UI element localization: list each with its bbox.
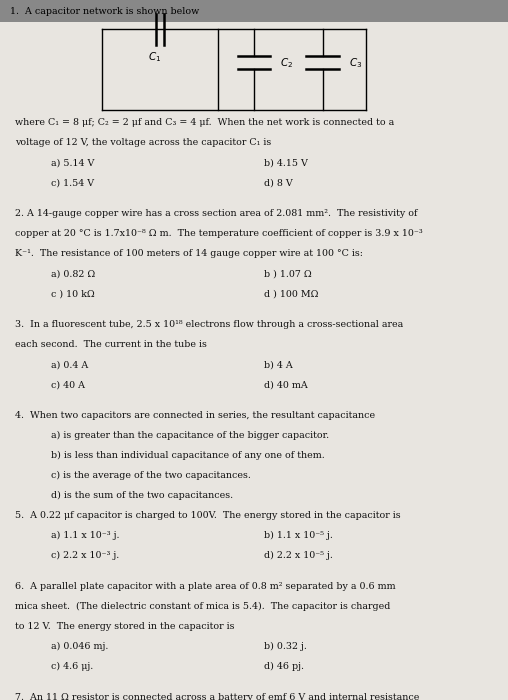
Text: d) 8 V: d) 8 V (264, 178, 293, 187)
Text: b) 4.15 V: b) 4.15 V (264, 158, 308, 167)
Text: c) 4.6 μj.: c) 4.6 μj. (51, 662, 93, 671)
Text: d) 2.2 x 10⁻⁵ j.: d) 2.2 x 10⁻⁵ j. (264, 551, 333, 560)
Text: a) 0.046 mj.: a) 0.046 mj. (51, 642, 108, 651)
Text: d) 40 mA: d) 40 mA (264, 380, 308, 389)
Text: a) 1.1 x 10⁻³ j.: a) 1.1 x 10⁻³ j. (51, 531, 119, 540)
Text: b) 1.1 x 10⁻⁵ j.: b) 1.1 x 10⁻⁵ j. (264, 531, 333, 540)
Text: a) is greater than the capacitance of the bigger capacitor.: a) is greater than the capacitance of th… (51, 431, 329, 440)
Text: d ) 100 MΩ: d ) 100 MΩ (264, 289, 319, 298)
Text: a) 0.4 A: a) 0.4 A (51, 360, 88, 369)
Text: mica sheet.  (The dielectric constant of mica is 5.4).  The capacitor is charged: mica sheet. (The dielectric constant of … (15, 602, 391, 611)
Text: a) 0.82 Ω: a) 0.82 Ω (51, 269, 95, 278)
Text: 1.  A capacitor network is shown below: 1. A capacitor network is shown below (10, 7, 200, 15)
Text: b) is less than individual capacitance of any one of them.: b) is less than individual capacitance o… (51, 451, 325, 461)
Text: each second.  The current in the tube is: each second. The current in the tube is (15, 340, 207, 349)
Text: c) 40 A: c) 40 A (51, 380, 85, 389)
Text: b) 0.32 j.: b) 0.32 j. (264, 642, 307, 651)
Text: K⁻¹.  The resistance of 100 meters of 14 gauge copper wire at 100 °C is:: K⁻¹. The resistance of 100 meters of 14 … (15, 249, 363, 258)
Text: copper at 20 °C is 1.7x10⁻⁸ Ω m.  The temperature coefficient of copper is 3.9 x: copper at 20 °C is 1.7x10⁻⁸ Ω m. The tem… (15, 229, 423, 238)
Text: d) 46 pj.: d) 46 pj. (264, 662, 304, 671)
Text: where C₁ = 8 μf; C₂ = 2 μf and C₃ = 4 μf.  When the net work is connected to a: where C₁ = 8 μf; C₂ = 2 μf and C₃ = 4 μf… (15, 118, 395, 127)
Text: 4.  When two capacitors are connected in series, the resultant capacitance: 4. When two capacitors are connected in … (15, 411, 375, 420)
Text: $C_1$: $C_1$ (148, 50, 162, 64)
Text: 6.  A parallel plate capacitor with a plate area of 0.8 m² separated by a 0.6 mm: 6. A parallel plate capacitor with a pla… (15, 582, 396, 591)
Text: d) is the sum of the two capacitances.: d) is the sum of the two capacitances. (51, 491, 233, 500)
Text: c) is the average of the two capacitances.: c) is the average of the two capacitance… (51, 471, 250, 480)
Text: b ) 1.07 Ω: b ) 1.07 Ω (264, 269, 312, 278)
Text: c) 2.2 x 10⁻³ j.: c) 2.2 x 10⁻³ j. (51, 551, 119, 560)
Text: 5.  A 0.22 μf capacitor is charged to 100V.  The energy stored in the capacitor : 5. A 0.22 μf capacitor is charged to 100… (15, 511, 401, 520)
Text: $C_3$: $C_3$ (349, 56, 362, 69)
Text: c) 1.54 V: c) 1.54 V (51, 178, 94, 187)
Text: a) 5.14 V: a) 5.14 V (51, 158, 94, 167)
Text: 2. A 14-gauge copper wire has a cross section area of 2.081 mm².  The resistivit: 2. A 14-gauge copper wire has a cross se… (15, 209, 418, 218)
Text: c ) 10 kΩ: c ) 10 kΩ (51, 289, 94, 298)
Text: 7.  An 11 Ω resistor is connected across a battery of emf 6 V and internal resis: 7. An 11 Ω resistor is connected across … (15, 693, 420, 700)
Text: to 12 V.  The energy stored in the capacitor is: to 12 V. The energy stored in the capaci… (15, 622, 235, 631)
Bar (0, 0, 508, 22)
Text: b) 4 A: b) 4 A (264, 360, 293, 369)
Text: voltage of 12 V, the voltage across the capacitor C₁ is: voltage of 12 V, the voltage across the … (15, 139, 271, 147)
Text: 3.  In a fluorescent tube, 2.5 x 10¹⁸ electrons flow through a cross-sectional a: 3. In a fluorescent tube, 2.5 x 10¹⁸ ele… (15, 320, 403, 329)
Text: $C_2$: $C_2$ (280, 56, 294, 69)
